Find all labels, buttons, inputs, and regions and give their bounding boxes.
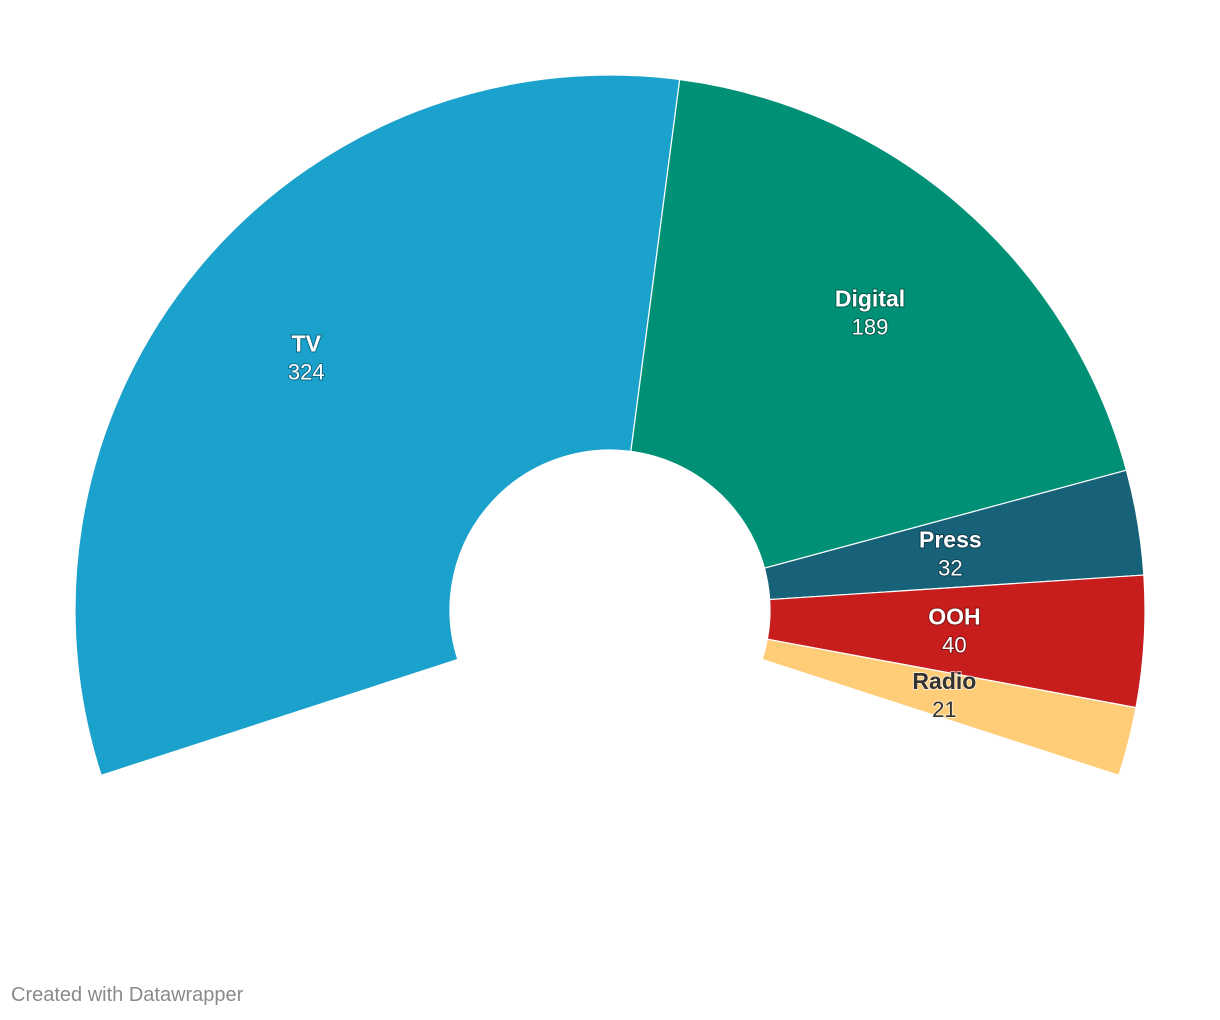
slice-label-ooh: OOH bbox=[928, 603, 980, 629]
chart-labels: TV 324 Digital 189 Press 32 OOH 40 Radio 21 bbox=[287, 285, 983, 723]
slice-digital[interactable] bbox=[630, 78, 1128, 569]
slice-value-ooh: 40 bbox=[942, 632, 966, 657]
slice-value-radio: 21 bbox=[932, 697, 956, 722]
slice-value-digital: 189 bbox=[852, 315, 889, 340]
datawrapper-credit[interactable]: Created with Datawrapper bbox=[11, 984, 244, 1006]
slice-radio[interactable] bbox=[761, 638, 1137, 777]
chart-slices bbox=[74, 74, 1146, 777]
slice-label-radio: Radio bbox=[912, 668, 976, 694]
slice-label-digital: Digital bbox=[835, 286, 905, 312]
slice-tv[interactable] bbox=[74, 74, 681, 777]
slice-label-press: Press bbox=[919, 526, 982, 552]
slice-value-tv: 324 bbox=[288, 359, 325, 384]
slice-value-press: 32 bbox=[938, 555, 962, 580]
slice-label-tv: TV bbox=[292, 330, 322, 356]
